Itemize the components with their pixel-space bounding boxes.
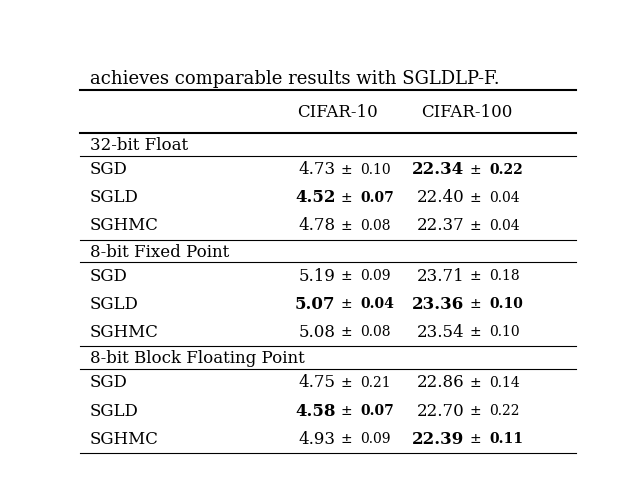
Text: SGLD: SGLD [90,189,139,206]
Text: $\pm$: $\pm$ [469,432,481,446]
Text: $\pm$: $\pm$ [469,191,481,205]
Text: $\pm$: $\pm$ [469,269,481,283]
Text: 5.07: 5.07 [295,296,335,313]
Text: $\pm$: $\pm$ [340,432,353,446]
Text: achieves comparable results with SGLDLP-F.: achieves comparable results with SGLDLP-… [90,69,500,87]
Text: 23.36: 23.36 [412,296,465,313]
Text: 0.11: 0.11 [489,432,524,446]
Text: 22.86: 22.86 [417,374,465,391]
Text: $\pm$: $\pm$ [469,326,481,339]
Text: $\pm$: $\pm$ [469,376,481,390]
Text: 0.10: 0.10 [360,163,391,176]
Text: $\pm$: $\pm$ [340,326,353,339]
Text: SGLD: SGLD [90,296,139,313]
Text: 4.93: 4.93 [298,431,335,448]
Text: 8-bit Block Floating Point: 8-bit Block Floating Point [90,350,305,367]
Text: $\pm$: $\pm$ [469,297,481,312]
Text: $\pm$: $\pm$ [340,404,353,418]
Text: 0.10: 0.10 [489,326,520,339]
Text: 0.18: 0.18 [489,269,520,283]
Text: CIFAR-100: CIFAR-100 [421,104,513,121]
Text: SGHMC: SGHMC [90,324,159,341]
Text: SGD: SGD [90,268,128,285]
Text: SGLD: SGLD [90,402,139,419]
Text: 23.71: 23.71 [417,268,465,285]
Text: 22.37: 22.37 [417,217,465,234]
Text: 0.14: 0.14 [489,376,520,390]
Text: $\pm$: $\pm$ [340,297,353,312]
Text: 0.07: 0.07 [360,191,394,205]
Text: $\pm$: $\pm$ [340,191,353,205]
Text: $\pm$: $\pm$ [340,163,353,176]
Text: 0.08: 0.08 [360,326,391,339]
Text: SGD: SGD [90,374,128,391]
Text: 0.08: 0.08 [360,219,391,233]
Text: 4.73: 4.73 [298,161,335,178]
Text: SGD: SGD [90,161,128,178]
Text: 0.10: 0.10 [489,297,523,312]
Text: 0.04: 0.04 [489,191,520,205]
Text: 0.09: 0.09 [360,269,391,283]
Text: 22.70: 22.70 [417,402,465,419]
Text: 0.09: 0.09 [360,432,391,446]
Text: $\pm$: $\pm$ [340,219,353,233]
Text: $\pm$: $\pm$ [469,219,481,233]
Text: 0.22: 0.22 [489,163,523,176]
Text: 4.78: 4.78 [298,217,335,234]
Text: SGHMC: SGHMC [90,431,159,448]
Text: 0.04: 0.04 [360,297,394,312]
Text: 5.19: 5.19 [299,268,335,285]
Text: SGHMC: SGHMC [90,217,159,234]
Text: 5.08: 5.08 [298,324,335,341]
Text: $\pm$: $\pm$ [469,163,481,176]
Text: 23.54: 23.54 [417,324,465,341]
Text: 0.07: 0.07 [360,404,394,418]
Text: 32-bit Float: 32-bit Float [90,137,188,154]
Text: 22.34: 22.34 [412,161,465,178]
Text: $\pm$: $\pm$ [340,269,353,283]
Text: 22.39: 22.39 [412,431,465,448]
Text: 4.52: 4.52 [295,189,335,206]
Text: CIFAR-10: CIFAR-10 [298,104,378,121]
Text: $\pm$: $\pm$ [469,404,481,418]
Text: 4.58: 4.58 [295,402,335,419]
Text: 0.22: 0.22 [489,404,520,418]
Text: 8-bit Fixed Point: 8-bit Fixed Point [90,243,229,260]
Text: 0.04: 0.04 [489,219,520,233]
Text: 4.75: 4.75 [298,374,335,391]
Text: $\pm$: $\pm$ [340,376,353,390]
Text: 22.40: 22.40 [417,189,465,206]
Text: 0.21: 0.21 [360,376,391,390]
